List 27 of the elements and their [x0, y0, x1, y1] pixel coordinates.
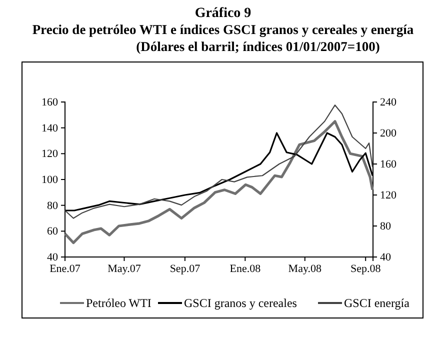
x-tick-label: May.07 [108, 262, 142, 275]
y2-tick-label: 40 [380, 252, 392, 264]
y2-tick-label: 80 [380, 220, 392, 233]
x-tick-label: Sep.07 [170, 262, 201, 275]
y2-tick-label: 240 [380, 96, 397, 109]
chart-title: Gráfico 9 [194, 6, 252, 21]
y-tick-label: 40 [47, 252, 58, 264]
legend-label: GSCI energía [344, 296, 410, 310]
y2-tick-label: 200 [380, 128, 397, 140]
y-tick-label: 140 [42, 122, 58, 134]
y-tick-label: 100 [42, 174, 58, 186]
y2-tick-label: 160 [380, 158, 397, 171]
x-tick-label: Ene.07 [50, 262, 81, 275]
y-tick-label: 60 [47, 226, 58, 238]
x-tick-label: Ene.08 [230, 262, 262, 275]
legend-label: Petróleo WTI [86, 296, 152, 310]
chart-subtitle: Precio de petróleo WTI e índices GSCI granos y cereales y energía [32, 22, 414, 37]
y-tick-label: 80 [47, 200, 58, 212]
x-tick-label: May.08 [288, 262, 322, 275]
x-tick-label: Sep.08 [350, 262, 382, 275]
legend-label: GSCI granos y cereales [184, 296, 298, 310]
y2-tick-label: 120 [380, 190, 397, 202]
y-tick-label: 120 [42, 148, 58, 160]
y-tick-label: 160 [42, 96, 58, 109]
line-series [64, 104, 374, 219]
line-series [64, 120, 374, 244]
text: (Dólares el barril; índices 01/01/2007=100) [136, 39, 380, 54]
